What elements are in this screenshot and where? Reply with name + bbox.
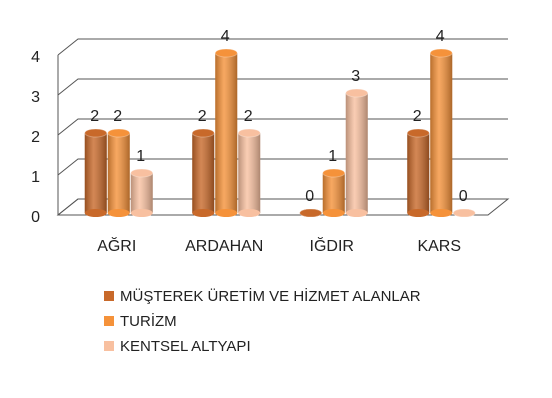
bar bbox=[429, 48, 453, 217]
bar bbox=[191, 128, 215, 217]
value-label: 2 bbox=[413, 108, 422, 125]
value-label: 0 bbox=[459, 188, 468, 205]
value-label: 3 bbox=[351, 68, 360, 85]
legend-label: TURİZM bbox=[120, 312, 177, 330]
y-tick-label: 4 bbox=[31, 49, 40, 66]
legend-swatch bbox=[104, 341, 114, 351]
value-label: 2 bbox=[113, 108, 122, 125]
bar bbox=[84, 128, 108, 217]
bar bbox=[322, 168, 346, 217]
legend-label: MÜŞTEREK ÜRETİM VE HİZMET ALANLAR bbox=[120, 287, 421, 305]
bar bbox=[299, 208, 323, 218]
bar bbox=[107, 128, 131, 217]
bar bbox=[406, 128, 430, 217]
value-label: 1 bbox=[328, 148, 337, 165]
bar bbox=[214, 48, 238, 217]
value-label: 2 bbox=[90, 108, 99, 125]
y-tick-label: 0 bbox=[31, 209, 40, 226]
legend-label: KENTSEL ALTYAPI bbox=[120, 338, 251, 355]
bar bbox=[130, 168, 154, 217]
y-tick-label: 1 bbox=[31, 169, 40, 186]
value-label: 2 bbox=[198, 108, 207, 125]
bar bbox=[452, 208, 476, 218]
bar bbox=[237, 128, 261, 217]
legend-swatch bbox=[104, 316, 114, 326]
value-label: 2 bbox=[244, 108, 253, 125]
value-label: 1 bbox=[136, 148, 145, 165]
x-tick-label: IĞDIR bbox=[310, 236, 354, 255]
grid-line bbox=[57, 38, 508, 56]
bar bbox=[345, 88, 369, 217]
x-tick-label: ARDAHAN bbox=[185, 238, 263, 255]
legend-swatch bbox=[104, 291, 114, 301]
x-tick-label: KARS bbox=[417, 238, 461, 255]
y-tick-label: 3 bbox=[31, 89, 40, 106]
y-tick-label: 2 bbox=[31, 129, 40, 146]
value-label: 4 bbox=[436, 28, 445, 45]
value-label: 0 bbox=[305, 188, 314, 205]
grid-line bbox=[57, 78, 508, 96]
value-label: 4 bbox=[221, 28, 230, 45]
x-tick-label: AĞRI bbox=[97, 236, 136, 255]
